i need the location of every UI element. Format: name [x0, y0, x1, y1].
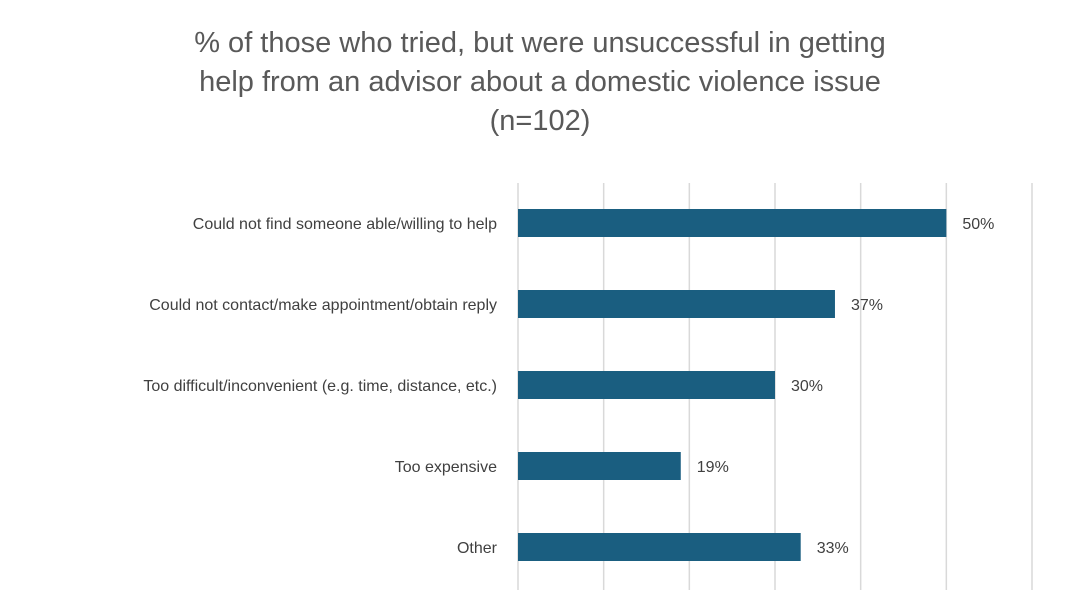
data-label: 33% [817, 540, 849, 557]
data-label: 30% [791, 378, 823, 395]
category-label: Could not find someone able/willing to h… [193, 216, 497, 233]
chart-title-line-3: (n=102) [489, 105, 591, 137]
category-label: Too difficult/inconvenient (e.g. time, d… [143, 378, 497, 395]
category-label: Could not contact/make appointment/obtai… [149, 297, 497, 314]
bar [518, 290, 835, 318]
category-label: Too expensive [395, 459, 497, 476]
data-label: 19% [697, 459, 729, 476]
chart-title-line-2: help from an advisor about a domestic vi… [199, 66, 881, 98]
chart-title: % of those who tried, but were unsuccess… [0, 24, 1080, 141]
bar [518, 533, 801, 561]
category-label: Other [457, 540, 498, 557]
bar [518, 452, 681, 480]
data-label: 37% [851, 297, 883, 314]
chart-title-line-1: % of those who tried, but were unsuccess… [194, 27, 886, 59]
bar [518, 371, 775, 399]
data-label: 50% [962, 216, 994, 233]
bar [518, 209, 947, 237]
